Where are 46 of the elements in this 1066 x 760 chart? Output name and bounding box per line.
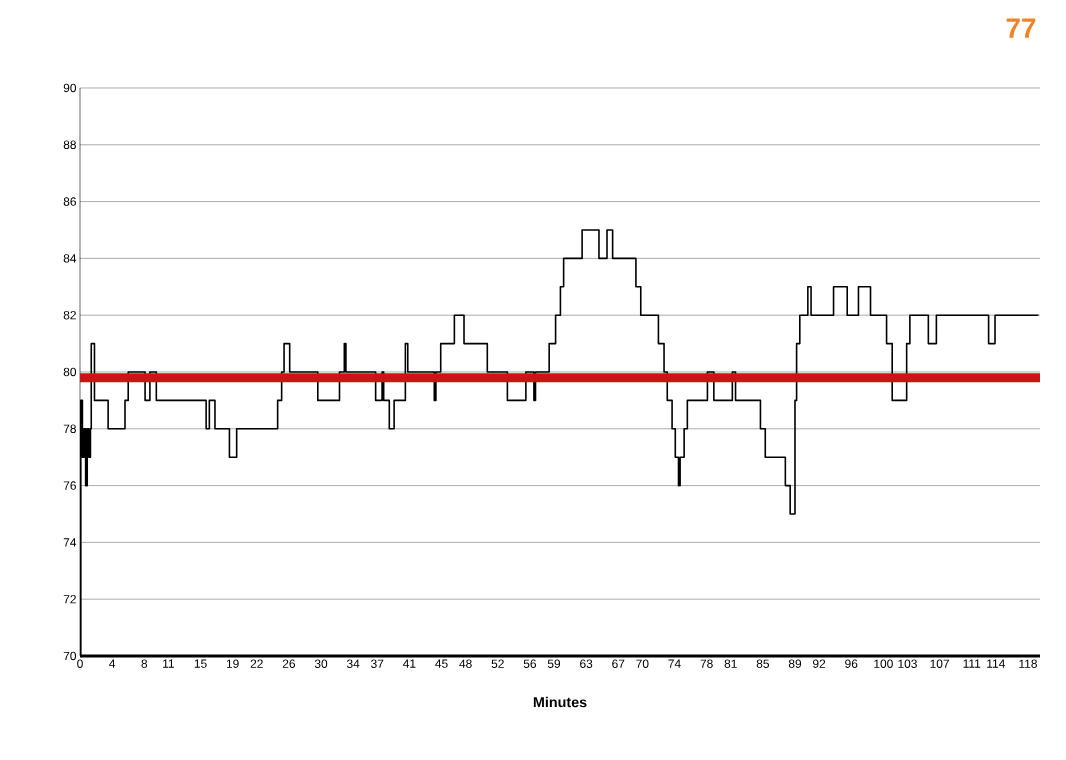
x-tick-label: 96 xyxy=(845,659,858,668)
x-tick-label: 45 xyxy=(435,659,448,668)
x-tick-label: 89 xyxy=(788,659,802,668)
x-tick-label: 22 xyxy=(250,659,263,668)
x-tick-label: 111 xyxy=(963,659,981,668)
y-tick-label: 84 xyxy=(63,254,77,263)
x-tick-label: 11 xyxy=(163,659,174,668)
x-tick-label: 107 xyxy=(930,659,949,668)
x-tick-label: 30 xyxy=(314,659,328,668)
y-tick-label: 82 xyxy=(63,310,76,320)
y-tick-label: 70 xyxy=(63,651,77,661)
x-tick-label: 67 xyxy=(612,659,625,668)
x-tick-label: 114 xyxy=(987,659,1006,668)
x-tick-label: 63 xyxy=(580,659,593,668)
x-tick-label: 52 xyxy=(491,659,504,668)
text: 77 xyxy=(1006,18,1036,38)
x-tick-label: 118 xyxy=(1019,659,1037,668)
x-tick-label: 37 xyxy=(371,659,384,668)
x-tick-label: 59 xyxy=(547,659,561,668)
x-tick-label: 70 xyxy=(636,659,649,668)
x-tick-label: 19 xyxy=(226,659,239,668)
x-tick-label: 26 xyxy=(282,659,295,668)
x-tick-label: 103 xyxy=(898,659,917,668)
x-axis-title: Minutes xyxy=(533,696,587,708)
x-tick-label: 92 xyxy=(813,659,826,668)
x-tick-label: 4 xyxy=(109,659,116,668)
y-tick-label: 74 xyxy=(63,538,77,547)
y-tick-label: 78 xyxy=(63,424,76,434)
x-tick-label: 41 xyxy=(403,659,416,668)
y-tick-label: 90 xyxy=(63,83,77,93)
x-tick-label: 78 xyxy=(700,659,713,668)
x-tick-label: 100 xyxy=(874,659,893,668)
x-tick-label: 0 xyxy=(77,659,83,668)
x-tick-label: 85 xyxy=(756,659,769,668)
x-tick-label: 15 xyxy=(194,659,207,668)
x-tick-label: 74 xyxy=(668,659,681,668)
x-tick-label: 56 xyxy=(523,659,537,668)
y-tick-label: 88 xyxy=(63,140,76,150)
x-tick-label: 48 xyxy=(459,659,472,668)
y-tick-label: 72 xyxy=(63,595,76,604)
y-tick-label: 80 xyxy=(63,367,77,377)
y-tick-label: 86 xyxy=(63,197,76,206)
x-tick-label: 34 xyxy=(346,659,360,668)
y-tick-label: 76 xyxy=(63,481,76,490)
x-tick-label: 81 xyxy=(724,659,737,668)
x-tick-label: 8 xyxy=(141,659,148,668)
